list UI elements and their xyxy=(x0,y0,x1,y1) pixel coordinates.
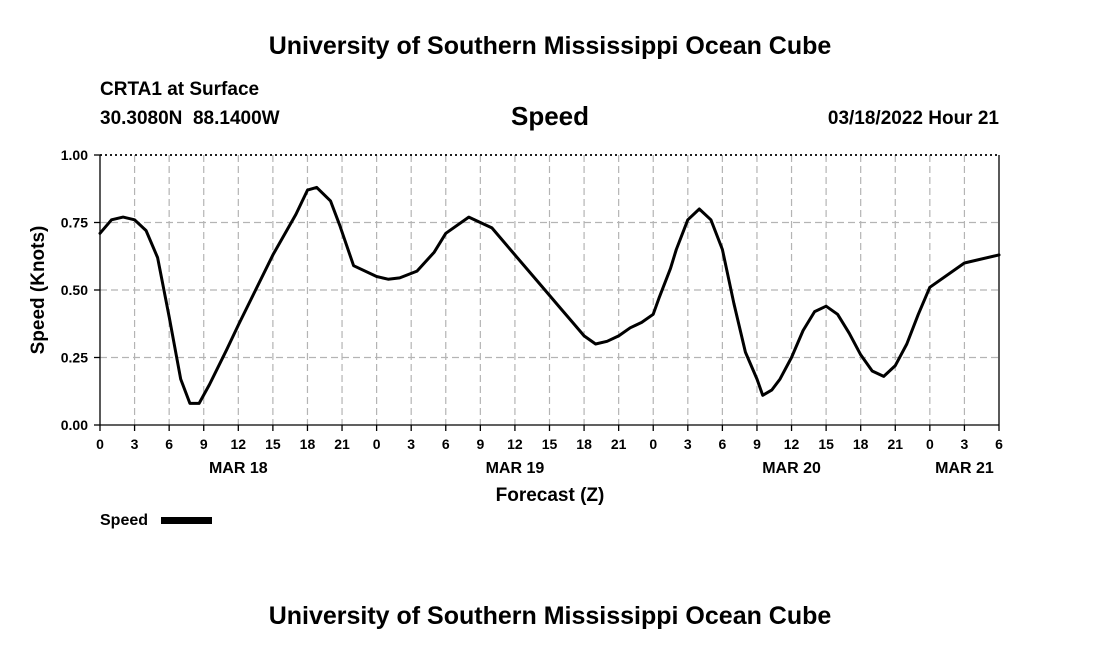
coordinates-label: 30.3080N 88.1400W xyxy=(100,108,280,129)
x-tick-label: 18 xyxy=(853,436,869,452)
x-tick-label: 9 xyxy=(476,436,484,452)
axes: 0.00 0.25 0.50 0.75 1.00 0 3 6 9 12 15 18 21 0 3 6 9 12 15… xyxy=(61,147,1003,477)
legend-swatch xyxy=(161,517,212,524)
x-tick-label: 21 xyxy=(887,436,903,452)
series-layer xyxy=(98,185,1001,405)
x-tick-label: 0 xyxy=(96,436,104,452)
y-axis-title: Speed (Knots) xyxy=(28,226,49,355)
x-tick-label: 15 xyxy=(542,436,558,452)
x-tick-label: 9 xyxy=(200,436,208,452)
date-label: MAR 20 xyxy=(762,460,821,477)
date-label: MAR 19 xyxy=(486,460,545,477)
grid-lines xyxy=(100,155,999,425)
y-tick-label: 0.50 xyxy=(61,282,88,298)
x-axis-title: Forecast (Z) xyxy=(496,485,605,506)
x-tick-label: 3 xyxy=(131,436,139,452)
x-tick-label: 12 xyxy=(231,436,247,452)
x-tick-label: 6 xyxy=(442,436,450,452)
x-tick-label: 12 xyxy=(507,436,523,452)
x-tick-label: 6 xyxy=(718,436,726,452)
x-tick-label: 0 xyxy=(649,436,657,452)
x-tick-label: 6 xyxy=(165,436,173,452)
legend: Speed xyxy=(100,512,212,529)
x-tick-label: 18 xyxy=(576,436,592,452)
x-tick-label: 12 xyxy=(784,436,800,452)
page-title: University of Southern Mississippi Ocean… xyxy=(269,32,832,60)
x-tick-label: 3 xyxy=(961,436,969,452)
x-tick-label: 15 xyxy=(818,436,834,452)
x-tick-label: 6 xyxy=(995,436,1003,452)
variable-title: Speed xyxy=(511,101,589,131)
x-tick-label: 15 xyxy=(265,436,281,452)
x-tick-label: 21 xyxy=(334,436,350,452)
legend-label: Speed xyxy=(100,512,148,529)
y-tick-label: 1.00 xyxy=(61,147,88,163)
datetime-label: 03/18/2022 Hour 21 xyxy=(828,108,1000,129)
x-tick-label: 9 xyxy=(753,436,761,452)
y-tick-label: 0.25 xyxy=(61,350,88,366)
y-tick-label: 0.00 xyxy=(61,417,88,433)
x-tick-label: 21 xyxy=(611,436,627,452)
footer-title: University of Southern Mississippi Ocean… xyxy=(269,602,832,630)
x-tick-label: 18 xyxy=(300,436,316,452)
y-tick-label: 0.75 xyxy=(61,215,88,231)
station-label: CRTA1 at Surface xyxy=(100,79,259,100)
date-label: MAR 18 xyxy=(209,460,268,477)
x-tick-label: 0 xyxy=(926,436,934,452)
x-tick-label: 0 xyxy=(373,436,381,452)
x-tick-label: 3 xyxy=(684,436,692,452)
date-label: MAR 21 xyxy=(935,460,994,477)
series-line-speed xyxy=(98,185,1001,405)
x-tick-label: 3 xyxy=(407,436,415,452)
